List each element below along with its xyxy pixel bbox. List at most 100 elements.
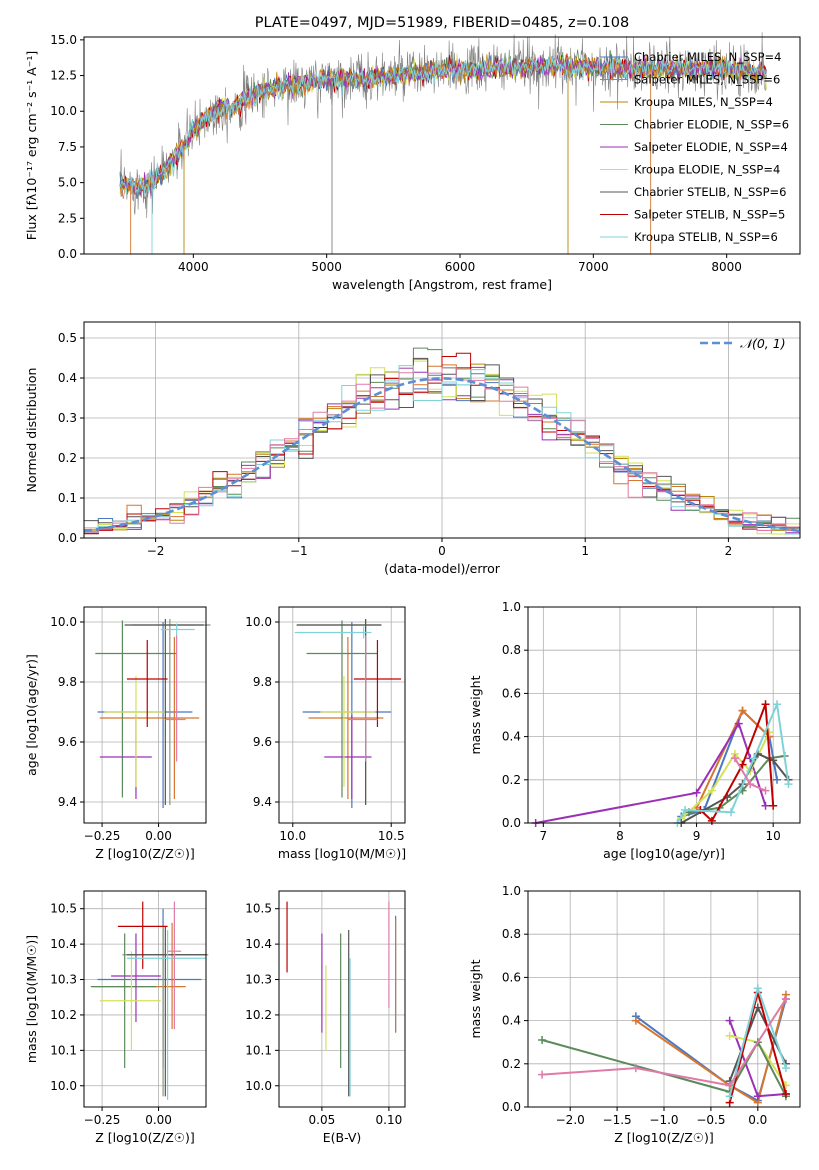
legend-entry: 𝒩(0, 1) bbox=[740, 336, 786, 351]
y-tick-label: 9.8 bbox=[253, 675, 272, 689]
mass-weight-vs-age-panel-frame bbox=[527, 606, 801, 824]
mass-weight-marker bbox=[781, 1064, 790, 1073]
y-tick-label: 0.0 bbox=[58, 531, 77, 545]
residual-histogram bbox=[83, 367, 801, 538]
model-spectrum-line bbox=[119, 54, 767, 197]
y-tick-label: 9.8 bbox=[58, 675, 77, 689]
y-tick-label: 10.0 bbox=[50, 1079, 77, 1093]
mass-weight-marker bbox=[727, 808, 736, 817]
x-axis-label: wavelength [Angstrom, rest frame] bbox=[332, 277, 552, 292]
y-tick-label: 2.5 bbox=[58, 211, 77, 225]
mass-weight-marker bbox=[725, 1016, 734, 1025]
mass-weight-marker bbox=[681, 806, 690, 815]
spectrum-frame bbox=[83, 36, 801, 255]
age-vs-z-panel: −0.25 0.00 9.4 9.6 9.8 10.0 Z [log10(Z/Z☉)] age… bbox=[24, 606, 211, 861]
mass-weight-vs-age-panel: 7 8 9 10 0.0 0.2 0.4 0.6 0.8 1.0 age [log10(age/yr… bbox=[468, 600, 801, 861]
x-axis-label: E(B-V) bbox=[323, 1130, 362, 1145]
y-tick-label: 10.5 bbox=[50, 902, 77, 916]
x-tick-label: −0.25 bbox=[84, 829, 121, 843]
mass-weight-marker bbox=[631, 1016, 640, 1025]
mass-weight-marker bbox=[761, 700, 770, 709]
x-tick-label: 0.10 bbox=[376, 1113, 403, 1127]
x-tick-label: −0.25 bbox=[84, 1113, 121, 1127]
x-tick-label: 0.00 bbox=[145, 1113, 172, 1127]
x-tick-label: 1 bbox=[581, 544, 589, 558]
x-tick-label: 0.0 bbox=[748, 1113, 767, 1127]
residuals-panel: −2 −1 0 1 2 0.0 0.1 0.2 0.3 0.4 0.5 𝒩(0, 1) (data-mo… bbox=[24, 321, 801, 576]
mass-weight-vs-z-panel-frame bbox=[527, 890, 801, 1108]
y-tick-label: 0.8 bbox=[502, 643, 521, 657]
x-tick-label: −1 bbox=[290, 544, 308, 558]
mass-weight-marker bbox=[725, 1081, 734, 1090]
x-tick-label: 10 bbox=[766, 829, 781, 843]
y-tick-label: 10.5 bbox=[245, 902, 272, 916]
mass-vs-z-panel: −0.25 0.00 10.0 10.1 10.2 10.3 10.4 10.5 Z [log1… bbox=[24, 890, 209, 1145]
legend-entry: Kroupa ELODIE, N_SSP=4 bbox=[634, 163, 780, 177]
x-tick-label: 0.05 bbox=[309, 1113, 336, 1127]
y-tick-label: 0.0 bbox=[502, 1100, 521, 1114]
y-tick-label: 10.3 bbox=[50, 973, 77, 987]
x-tick-label: 8000 bbox=[711, 260, 742, 274]
normal-reference-curve bbox=[83, 377, 801, 533]
y-tick-label: 0.4 bbox=[58, 371, 77, 385]
y-tick-label: 0.2 bbox=[502, 773, 521, 787]
mass-vs-ebv-panel: 0.05 0.10 10.0 10.1 10.2 10.3 10.4 10.5 E(B-V) bbox=[245, 890, 406, 1145]
y-tick-label: 9.4 bbox=[58, 795, 77, 809]
mass-weight-marker bbox=[773, 775, 782, 784]
x-tick-label: 4000 bbox=[178, 260, 209, 274]
mass-vs-z-panel-frame bbox=[83, 890, 207, 1108]
y-tick-label: 9.6 bbox=[58, 735, 77, 749]
x-tick-label: 10.5 bbox=[378, 829, 405, 843]
x-tick-label: 7000 bbox=[578, 260, 609, 274]
x-tick-label: −1.0 bbox=[649, 1113, 678, 1127]
mass-weight-marker bbox=[725, 1092, 734, 1101]
model-spectrum-line bbox=[119, 54, 767, 198]
mass-weight-marker bbox=[761, 801, 770, 810]
age-vs-mass-panel-frame bbox=[278, 606, 406, 824]
x-axis-label: mass [log10(M/M☉)] bbox=[278, 846, 406, 861]
model-spectrum-line bbox=[119, 56, 767, 195]
y-tick-label: 0.2 bbox=[502, 1057, 521, 1071]
mass-weight-marker bbox=[753, 984, 762, 993]
y-tick-label: 10.0 bbox=[50, 104, 77, 118]
x-tick-label: −2.0 bbox=[556, 1113, 585, 1127]
mass-weight-marker bbox=[769, 801, 778, 810]
mass-weight-marker bbox=[734, 719, 743, 728]
x-tick-label: 8 bbox=[616, 829, 624, 843]
mass-weight-marker bbox=[692, 788, 701, 797]
x-axis-label: Z [log10(Z/Z☉)] bbox=[95, 846, 195, 861]
x-tick-label: 0 bbox=[438, 544, 446, 558]
x-axis-label: Z [log10(Z/Z☉)] bbox=[95, 1130, 195, 1145]
age-vs-z-panel-frame bbox=[83, 606, 207, 824]
y-tick-label: 10.4 bbox=[50, 937, 77, 951]
mass-weight-marker bbox=[784, 780, 793, 789]
x-tick-label: 10.0 bbox=[279, 829, 306, 843]
y-tick-label: 9.6 bbox=[253, 735, 272, 749]
y-tick-label: 1.0 bbox=[502, 600, 521, 614]
y-tick-label: 7.5 bbox=[58, 140, 77, 154]
residuals-frame bbox=[83, 321, 801, 539]
legend-entry: Salpeter STELIB, N_SSP=5 bbox=[634, 208, 785, 222]
x-tick-label: −0.5 bbox=[696, 1113, 725, 1127]
y-tick-label: 0.6 bbox=[502, 970, 521, 984]
y-tick-label: 0.6 bbox=[502, 686, 521, 700]
y-tick-label: 10.0 bbox=[50, 615, 77, 629]
spectrum-panel: PLATE=0497, MJD=51989, FIBERID=0485, z=0… bbox=[24, 15, 801, 292]
y-tick-label: 10.0 bbox=[245, 1079, 272, 1093]
mass-weight-vs-z-panel: −2.0 −1.5 −1.0 −0.5 0.0 0.0 0.2 0.4 0.6 0.8 1.0 Z [… bbox=[468, 884, 801, 1145]
y-tick-label: 10.0 bbox=[245, 615, 272, 629]
legend-entry: Chabrier STELIB, N_SSP=6 bbox=[634, 185, 786, 199]
x-tick-label: 2 bbox=[725, 544, 733, 558]
x-tick-label: 9 bbox=[693, 829, 701, 843]
mass-weight-marker bbox=[707, 816, 716, 825]
legend-entry: Kroupa STELIB, N_SSP=6 bbox=[634, 230, 778, 244]
y-tick-label: 0.5 bbox=[58, 331, 77, 345]
y-axis-label: mass [log10(M/M☉)] bbox=[24, 935, 39, 1063]
y-tick-label: 9.4 bbox=[253, 795, 272, 809]
mass-weight-marker bbox=[761, 786, 770, 795]
y-axis-label: Normed distribution bbox=[24, 368, 39, 493]
y-tick-label: 0.3 bbox=[58, 411, 77, 425]
mass-weight-marker bbox=[631, 1064, 640, 1073]
x-tick-label: 0.00 bbox=[145, 829, 172, 843]
